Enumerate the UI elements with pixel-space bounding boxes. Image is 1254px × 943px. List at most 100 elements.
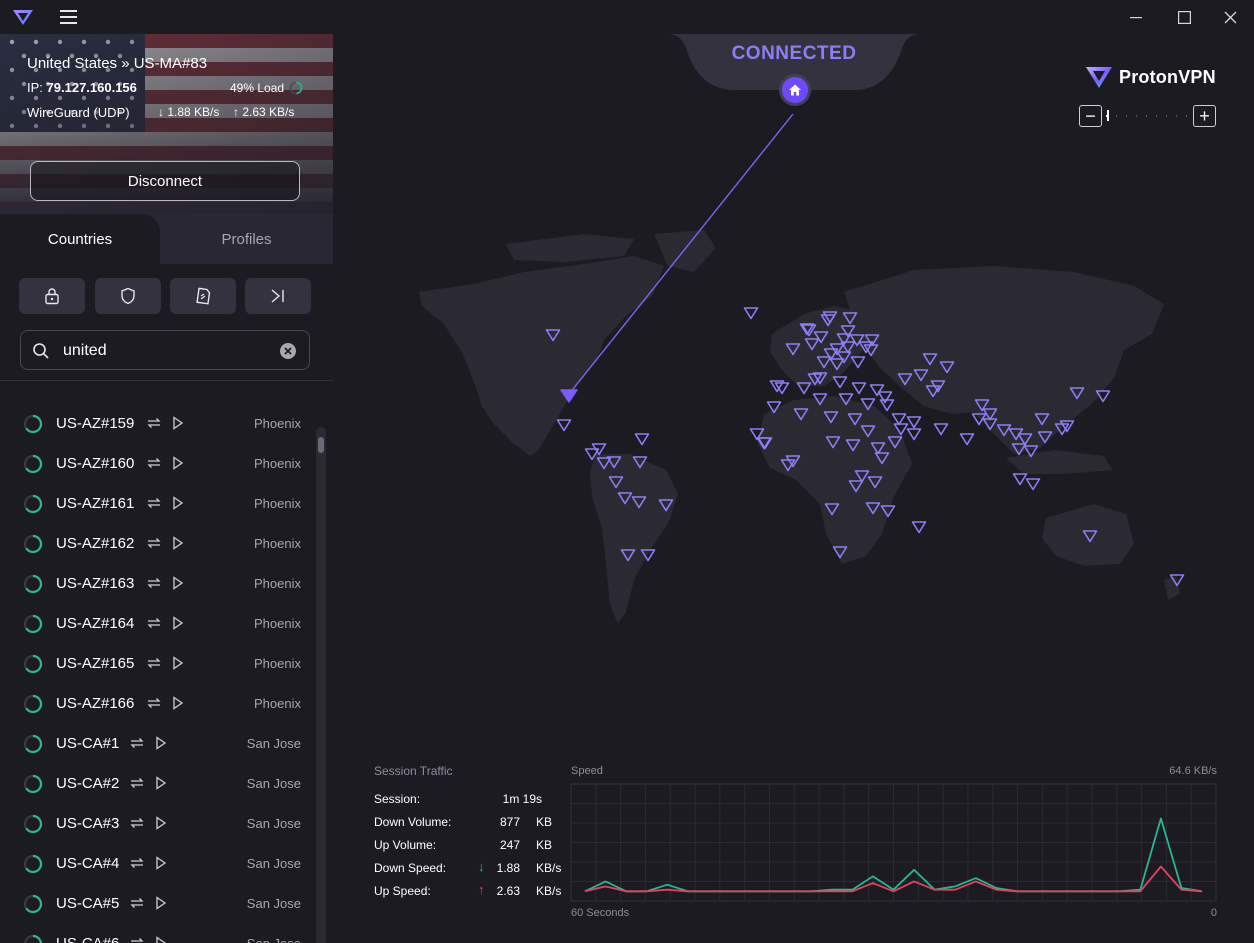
play-icon[interactable] — [172, 576, 184, 590]
server-marker-icon[interactable] — [1095, 390, 1111, 403]
server-marker-icon[interactable] — [842, 312, 858, 325]
server-row[interactable]: US-AZ#159 Phoenix — [0, 404, 312, 444]
server-marker-icon[interactable] — [836, 333, 852, 346]
disconnect-button[interactable]: Disconnect — [30, 161, 300, 201]
reconnect-icon[interactable] — [146, 616, 162, 630]
server-marker-icon[interactable] — [785, 343, 801, 356]
server-marker-icon[interactable] — [877, 391, 893, 404]
server-marker-icon[interactable] — [617, 492, 633, 505]
server-marker-icon[interactable] — [870, 442, 886, 455]
reconnect-icon[interactable] — [146, 536, 162, 550]
server-marker-icon[interactable] — [869, 384, 885, 397]
server-marker-icon[interactable] — [749, 428, 765, 441]
server-marker-icon[interactable] — [879, 399, 895, 412]
server-row[interactable]: US-AZ#161 Phoenix — [0, 484, 312, 524]
zoom-out-button[interactable]: − — [1079, 105, 1102, 127]
server-marker-icon[interactable] — [840, 325, 856, 338]
play-icon[interactable] — [155, 736, 167, 750]
server-row[interactable]: US-CA#2 San Jose — [0, 764, 312, 804]
reconnect-icon[interactable] — [129, 736, 145, 750]
server-list-scrollbar[interactable] — [316, 427, 326, 943]
reconnect-icon[interactable] — [129, 776, 145, 790]
server-marker-icon[interactable] — [874, 452, 890, 465]
server-marker-icon[interactable] — [743, 307, 759, 320]
server-marker-icon[interactable] — [845, 439, 861, 452]
tab-countries[interactable]: Countries — [0, 214, 160, 264]
server-marker-icon[interactable] — [823, 411, 839, 424]
server-row[interactable]: US-AZ#165 Phoenix — [0, 644, 312, 684]
server-marker-icon[interactable] — [634, 433, 650, 446]
server-marker-icon[interactable] — [1082, 530, 1098, 543]
server-marker-icon[interactable] — [1169, 574, 1185, 587]
server-marker-icon[interactable] — [823, 348, 839, 361]
play-icon[interactable] — [155, 856, 167, 870]
server-marker-icon[interactable] — [1023, 445, 1039, 458]
server-marker-icon[interactable] — [865, 502, 881, 515]
server-marker-icon[interactable] — [824, 503, 840, 516]
play-icon[interactable] — [155, 896, 167, 910]
world-map[interactable] — [334, 34, 1254, 943]
play-icon[interactable] — [172, 656, 184, 670]
server-marker-icon[interactable] — [858, 341, 874, 354]
server-marker-icon[interactable] — [913, 369, 929, 382]
reconnect-icon[interactable] — [129, 896, 145, 910]
play-icon[interactable] — [172, 616, 184, 630]
server-marker-icon[interactable] — [893, 423, 909, 436]
server-marker-icon[interactable] — [793, 408, 809, 421]
server-marker-icon[interactable] — [556, 419, 572, 432]
server-marker-icon[interactable] — [849, 334, 865, 347]
server-marker-icon[interactable] — [769, 380, 785, 393]
minimize-button[interactable] — [1113, 0, 1159, 34]
netshield-filter-button[interactable] — [95, 278, 161, 314]
server-marker-icon[interactable] — [632, 456, 648, 469]
server-marker-icon[interactable] — [838, 393, 854, 406]
server-row[interactable]: US-CA#1 San Jose — [0, 724, 312, 764]
server-marker-icon[interactable] — [796, 382, 812, 395]
server-marker-icon[interactable] — [939, 361, 955, 374]
server-marker-icon[interactable] — [911, 521, 927, 534]
play-icon[interactable] — [172, 456, 184, 470]
tab-profiles[interactable]: Profiles — [221, 230, 272, 248]
play-icon[interactable] — [155, 936, 167, 943]
server-marker-icon[interactable] — [816, 356, 832, 369]
server-marker-icon[interactable] — [959, 433, 975, 446]
p2p-filter-button[interactable] — [170, 278, 236, 314]
reconnect-icon[interactable] — [146, 416, 162, 430]
server-marker-icon[interactable] — [974, 399, 990, 412]
server-marker-icon[interactable] — [860, 398, 876, 411]
play-icon[interactable] — [155, 816, 167, 830]
connected-server-marker-icon[interactable] — [560, 389, 578, 403]
server-marker-icon[interactable] — [1012, 473, 1028, 486]
server-marker-icon[interactable] — [1069, 387, 1085, 400]
server-marker-icon[interactable] — [780, 459, 796, 472]
server-row[interactable]: US-AZ#163 Phoenix — [0, 564, 312, 604]
server-marker-icon[interactable] — [906, 428, 922, 441]
play-icon[interactable] — [155, 776, 167, 790]
scrollbar-thumb[interactable] — [318, 437, 324, 453]
tor-filter-button[interactable] — [245, 278, 311, 314]
server-marker-icon[interactable] — [1034, 413, 1050, 426]
server-marker-icon[interactable] — [867, 476, 883, 489]
server-marker-icon[interactable] — [854, 470, 870, 483]
server-marker-icon[interactable] — [608, 476, 624, 489]
reconnect-icon[interactable] — [146, 576, 162, 590]
server-marker-icon[interactable] — [887, 436, 903, 449]
server-marker-icon[interactable] — [933, 423, 949, 436]
server-marker-icon[interactable] — [864, 334, 880, 347]
server-marker-icon[interactable] — [658, 499, 674, 512]
zoom-slider-thumb[interactable] — [1107, 110, 1109, 121]
server-marker-icon[interactable] — [1011, 443, 1027, 456]
server-marker-icon[interactable] — [812, 393, 828, 406]
server-marker-icon[interactable] — [906, 416, 922, 429]
secure-core-filter-button[interactable] — [19, 278, 85, 314]
server-marker-icon[interactable] — [860, 425, 876, 438]
server-marker-icon[interactable] — [880, 505, 896, 518]
menu-icon[interactable] — [59, 7, 79, 27]
search-input[interactable]: united — [20, 330, 310, 370]
server-marker-icon[interactable] — [620, 549, 636, 562]
server-row[interactable]: US-CA#4 San Jose — [0, 844, 312, 884]
server-marker-icon[interactable] — [812, 372, 828, 385]
server-marker-icon[interactable] — [829, 358, 845, 371]
server-marker-icon[interactable] — [545, 329, 561, 342]
server-marker-icon[interactable] — [1037, 431, 1053, 444]
